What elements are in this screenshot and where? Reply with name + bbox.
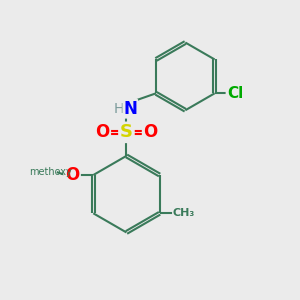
Text: CH₃: CH₃ <box>172 208 195 218</box>
Text: Cl: Cl <box>227 86 243 101</box>
Text: O: O <box>65 166 79 184</box>
Text: N: N <box>123 100 137 118</box>
Text: methoxy: methoxy <box>29 167 72 177</box>
Text: O: O <box>95 123 109 141</box>
Text: H: H <box>113 102 124 116</box>
Text: O: O <box>143 123 158 141</box>
Text: S: S <box>120 123 133 141</box>
